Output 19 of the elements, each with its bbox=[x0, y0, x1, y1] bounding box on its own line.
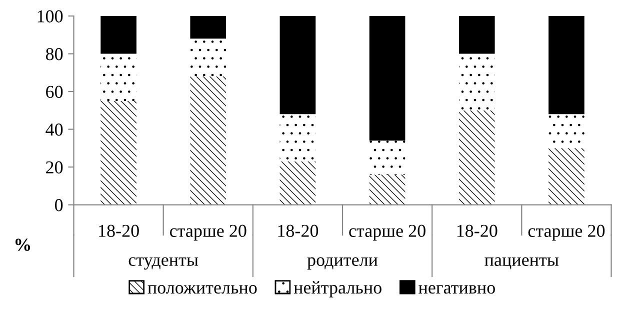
text: родители bbox=[307, 257, 378, 270]
x-tick-label: 18-20 bbox=[457, 224, 498, 237]
y-tick-label: 100 bbox=[38, 10, 63, 22]
x-tick-label: старше 20 bbox=[528, 224, 605, 241]
legend-label: негативно bbox=[418, 284, 495, 294]
text: студенты bbox=[128, 257, 198, 270]
y-axis-title: % bbox=[16, 238, 30, 251]
text: пациенты bbox=[484, 257, 559, 270]
y-tick-label: 0 bbox=[54, 199, 63, 212]
y-tick-label: 60 bbox=[46, 86, 63, 98]
y-tick-label: 20 bbox=[46, 161, 63, 174]
y-tick-label: 40 bbox=[46, 124, 63, 136]
legend-label: нейтрально bbox=[294, 281, 382, 298]
y-tick-label: 80 bbox=[46, 48, 63, 60]
x-tick-label: старше 20 bbox=[349, 224, 426, 241]
legend-label: положительно bbox=[148, 284, 257, 294]
x-tick-label: 18-20 bbox=[278, 224, 318, 237]
x-tick-label: старше 20 bbox=[170, 224, 246, 241]
x-tick-label: 18-20 bbox=[99, 224, 139, 237]
